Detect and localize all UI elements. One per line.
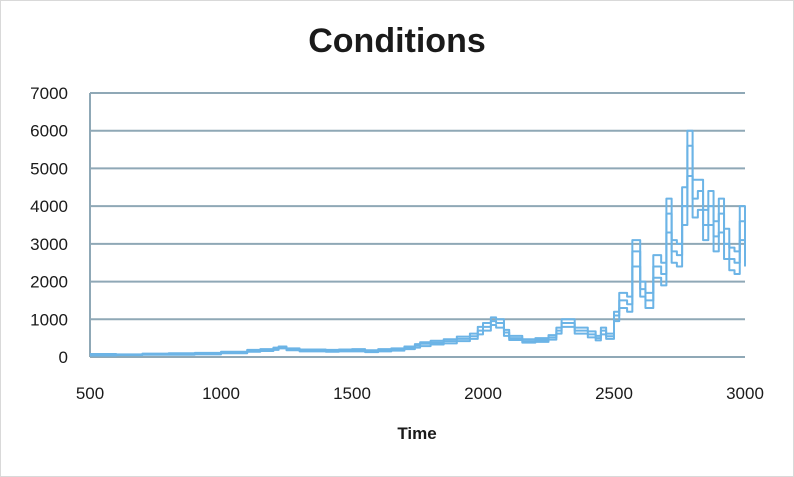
x-tick-label: 2500 bbox=[595, 384, 633, 403]
x-tick-label: 500 bbox=[76, 384, 104, 403]
x-tick-label: 2000 bbox=[464, 384, 502, 403]
series-line-1 bbox=[90, 144, 746, 356]
y-tick-label: 7000 bbox=[30, 84, 68, 103]
y-tick-label: 5000 bbox=[30, 159, 68, 178]
y-tick-label: 6000 bbox=[30, 122, 68, 141]
series-line-3 bbox=[90, 129, 746, 356]
y-tick-label: 1000 bbox=[30, 310, 68, 329]
x-tick-label: 1000 bbox=[202, 384, 240, 403]
y-tick-label: 0 bbox=[59, 348, 68, 367]
y-tick-label: 3000 bbox=[30, 235, 68, 254]
y-tick-label: 4000 bbox=[30, 197, 68, 216]
y-tick-label: 2000 bbox=[30, 273, 68, 292]
x-tick-label: 1500 bbox=[333, 384, 371, 403]
x-axis-label: Time bbox=[397, 424, 437, 443]
chart-title: Conditions bbox=[308, 22, 486, 60]
x-tick-label: 3000 bbox=[726, 384, 764, 403]
series-line-2 bbox=[90, 174, 746, 357]
